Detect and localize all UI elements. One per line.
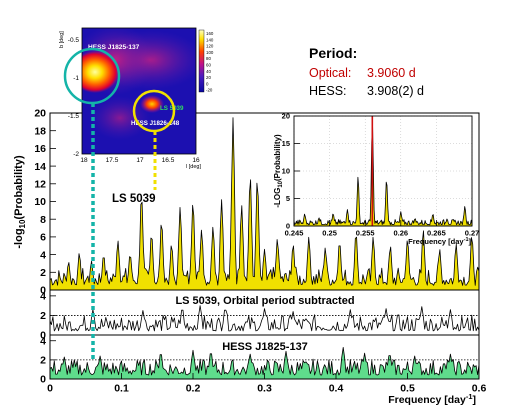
inset-zoom-panel: 0 5 10 15 20 0.245 0.25 0.255 0.26 0.265 0.27 -LO… [273,112,479,246]
inset-y-tick-label: 0 [286,222,290,231]
ls5039-y-tick-label: 2 [40,267,46,279]
inset-x-tick-label: 0.265 [427,229,446,238]
sky-map-b-tick-label: -1.5 [68,113,80,120]
sky-map-l-tick-label: 16 [192,157,200,164]
inset-y-axis-label: -LOG10(Probability) [273,134,284,208]
sky-map-colorbar [198,29,205,93]
hess-j1826-label: HESS J1826-148 [131,120,180,127]
sky-map-l-tick-label: 17 [136,157,144,164]
sky-map-l-tick-label: 16.5 [162,157,175,164]
inset-x-tick-label: 0.25 [322,229,337,238]
subtracted-annotation: LS 5039, Orbital period subtracted [175,295,354,307]
sky-map-l-tick-label: 17.5 [106,157,119,164]
colorbar-tick-label: -20 [206,88,213,93]
frequency-x-tick-label: 0.4 [329,383,344,395]
inset-x-tick-label: 0.27 [465,229,480,238]
colorbar-tick-label: 20 [206,75,211,80]
optical-period-label: Optical: [309,66,351,80]
hess-j1826-hotspot [140,95,164,113]
ls5039-y-tick-label: 6 [40,232,46,244]
sky-map-b-axis-label: b [deg] [59,31,65,48]
hess-y-tick-label: 4 [40,335,46,347]
colorbar-tick-label: 100 [206,50,214,55]
frequency-x-tick-label: 0.2 [186,383,201,395]
hess-j1825-hotspot [82,51,119,93]
ls5039-y-tick-label: 4 [40,249,46,261]
frequency-axis-label: Frequency [day-1] [388,392,476,406]
ls5039-y-tick-label: 12 [34,178,46,190]
inset-y-tick-label: 20 [282,112,290,121]
ls5039-y-tick-label: 20 [34,108,46,120]
ls5039-y-tick-label: 10 [34,196,46,208]
frequency-x-tick-label: 0.1 [114,383,129,395]
ls5039-y-tick-label: 8 [40,214,46,226]
period-heading: Period: [309,45,357,61]
sky-map-b-tick-label: -0.5 [68,37,80,44]
ls5039-y-axis-label: -log10(Probability) [13,155,27,249]
ls5039-y-tick-label: 18 [34,125,46,137]
inset-y-tick-label: 10 [282,167,290,176]
subtracted-y-tick-label: 0 [40,330,46,342]
hess-periodogram-area [49,347,480,380]
ls5039-y-tick-label: 0 [40,285,46,297]
colorbar-tick-label: 160 [206,31,214,36]
optical-period-value: 3.9060 d [367,66,416,80]
ls5039-y-tick-label: 14 [34,161,46,173]
hess-period-label: HESS: [309,84,347,98]
colorbar-tick-label: 0 [206,81,209,86]
colorbar-tick-label: 80 [206,56,211,61]
subtracted-y-tick-label: 2 [40,310,46,322]
ls5039-sky-label: LS 5039 [160,105,184,112]
ls5039-annotation: LS 5039 [112,193,155,205]
colorbar-tick-label: 140 [206,37,214,42]
hess-period-value: 3.908(2) d [367,84,424,98]
colorbar-tick-label: 60 [206,63,211,68]
hess-annotation: HESS J1825-137 [222,341,308,353]
ls5039-y-tick-label: 16 [34,143,46,155]
inset-x-axis-label: Frequency [day-1] [408,237,471,246]
sky-map-b-tick-label: -1 [73,75,79,82]
hess-j1825-label: HESS J1825-137 [88,44,140,51]
colorbar-tick-label: 120 [206,44,214,49]
frequency-x-tick-label: 0.3 [257,383,272,395]
sky-map-l-tick-label: 18 [80,157,88,164]
hess-panel-frame [49,334,480,380]
inset-frame [293,115,473,227]
frequency-x-tick-label: 0.6 [472,383,487,395]
hess-y-tick-label: 0 [40,374,46,386]
subtracted-panel: 0 2 4 LS 5039, Orbital period subtracted [40,289,480,342]
inset-y-tick-label: 5 [286,194,290,203]
subtracted-y-tick-label: 4 [40,291,46,303]
inset-x-tick-label: 0.255 [356,229,375,238]
colorbar-tick-label: 40 [206,69,211,74]
inset-x-tick-label: 0.26 [393,229,408,238]
hess-y-tick-label: 2 [40,355,46,367]
sky-map-l-axis-label: l [deg] [186,164,201,170]
frequency-x-tick-label: 0.5 [400,383,415,395]
frequency-x-tick-label: 0 [47,383,53,395]
inset-periodogram-area [293,120,473,227]
inset-x-tick-label: 0.245 [285,229,304,238]
subtracted-periodogram-line [49,305,480,332]
hess-panel: 0 2 4 0 0.1 0.2 0.3 0.4 0.5 0.6 HESS J1825-137 F… [40,334,487,406]
period-box: Period: Optical: 3.9060 d HESS: 3.908(2)… [309,45,424,98]
sky-map-b-tick-label: -2 [73,151,79,158]
inset-y-tick-label: 15 [282,139,290,148]
